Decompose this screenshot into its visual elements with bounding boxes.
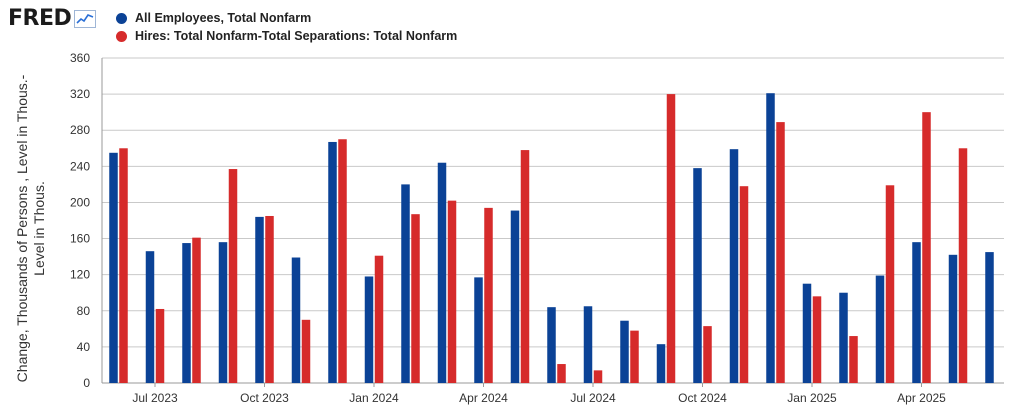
- bar-series-1: [839, 292, 848, 383]
- bar-series-1: [510, 210, 520, 383]
- bar-series-2: [557, 364, 566, 383]
- bar-series-1: [401, 184, 410, 383]
- bar-series-1: [291, 257, 301, 383]
- logo-text: FRED: [8, 6, 72, 31]
- y-tick-label: 80: [77, 304, 91, 318]
- bar-series-1: [583, 306, 593, 383]
- bar-series-2: [739, 186, 749, 383]
- x-tick-label: Apr 2025: [897, 391, 946, 405]
- bar-series-1: [693, 168, 702, 383]
- fred-logo[interactable]: FRED: [8, 6, 97, 31]
- y-tick-label: 240: [70, 159, 90, 173]
- legend-swatch-series-2: [116, 30, 127, 42]
- x-tick-label: Oct 2023: [240, 391, 289, 405]
- bar-series-1: [656, 344, 666, 383]
- x-axis-ticks: Jul 2023 Oct 2023 Jan 2024 Apr 2024 Jul 2024…: [132, 383, 946, 405]
- bar-series-1: [474, 277, 483, 383]
- y-axis-label: Change, Thousands of Persons , Level in …: [14, 74, 47, 382]
- bar-series-2: [885, 185, 895, 383]
- bar-series-2: [411, 214, 420, 383]
- bar-series-2: [338, 139, 347, 383]
- bar-series-2: [593, 370, 603, 383]
- bar-series-2: [849, 336, 858, 383]
- bar-series-2: [192, 237, 201, 383]
- x-tick-label: Jul 2024: [570, 391, 616, 405]
- x-tick-label: Jan 2025: [787, 391, 837, 405]
- y-tick-label: 120: [70, 268, 90, 282]
- x-tick-label: Apr 2024: [459, 391, 508, 405]
- bar-series-1: [437, 162, 447, 383]
- bar-series-1: [364, 276, 374, 383]
- bars: [109, 93, 994, 384]
- bar-series-2: [265, 215, 274, 383]
- bar-series-2: [155, 308, 165, 383]
- y-tick-label: 360: [70, 51, 90, 65]
- y-axis-ticks: 0 40 80 120 160 200 240 280 320 360: [70, 51, 90, 390]
- bar-series-2: [958, 148, 968, 383]
- bar-series-1: [948, 254, 958, 383]
- bar-series-1: [547, 307, 556, 383]
- bar-series-2: [484, 207, 493, 383]
- bar-series-1: [912, 242, 921, 383]
- legend-label-series-2: Hires: Total Nonfarm-Total Separations: …: [135, 29, 458, 43]
- bar-series-2: [666, 94, 676, 383]
- bar-series-2: [630, 330, 639, 383]
- legend-item-series-2: Hires: Total Nonfarm-Total Separations: …: [116, 27, 457, 45]
- bar-series-1: [182, 243, 191, 383]
- bar-series-1: [875, 275, 885, 383]
- bar-series-1: [766, 93, 775, 383]
- legend-item-series-1: All Employees, Total Nonfarm: [116, 9, 457, 27]
- bar-series-2: [228, 169, 238, 383]
- x-tick-label: Oct 2024: [678, 391, 727, 405]
- bar-series-1: [109, 152, 118, 383]
- bar-series-1: [729, 149, 739, 383]
- bar-series-2: [520, 150, 530, 383]
- bar-series-2: [119, 148, 128, 383]
- bar-series-1: [802, 283, 812, 383]
- y-axis-label-line: Level in Thous.: [31, 181, 47, 276]
- trend-line-icon: [74, 9, 97, 28]
- bar-series-1: [985, 252, 994, 383]
- y-axis-label-line: Change, Thousands of Persons , Level in …: [14, 74, 30, 382]
- y-tick-label: 0: [83, 376, 90, 390]
- bar-series-2: [703, 326, 712, 383]
- x-tick-label: Jul 2023: [132, 391, 178, 405]
- y-tick-label: 320: [70, 87, 90, 101]
- y-tick-label: 280: [70, 123, 90, 137]
- bar-series-2: [301, 319, 311, 383]
- chart-legend: All Employees, Total Nonfarm Hires: Tota…: [116, 9, 457, 45]
- bar-series-2: [776, 122, 785, 383]
- bar-series-1: [255, 216, 264, 383]
- bar-series-2: [374, 255, 384, 383]
- bar-series-1: [328, 141, 337, 383]
- y-tick-label: 200: [70, 195, 90, 209]
- bar-series-1: [145, 251, 155, 383]
- bar-series-2: [922, 112, 931, 384]
- bar-series-2: [812, 296, 822, 383]
- bar-series-1: [218, 242, 228, 383]
- y-tick-label: 160: [70, 232, 90, 246]
- bar-series-2: [447, 200, 457, 383]
- y-tick-label: 40: [77, 340, 91, 354]
- bar-series-1: [620, 320, 629, 383]
- legend-label-series-1: All Employees, Total Nonfarm: [135, 11, 312, 25]
- x-tick-label: Jan 2024: [349, 391, 399, 405]
- legend-swatch-series-1: [116, 12, 127, 24]
